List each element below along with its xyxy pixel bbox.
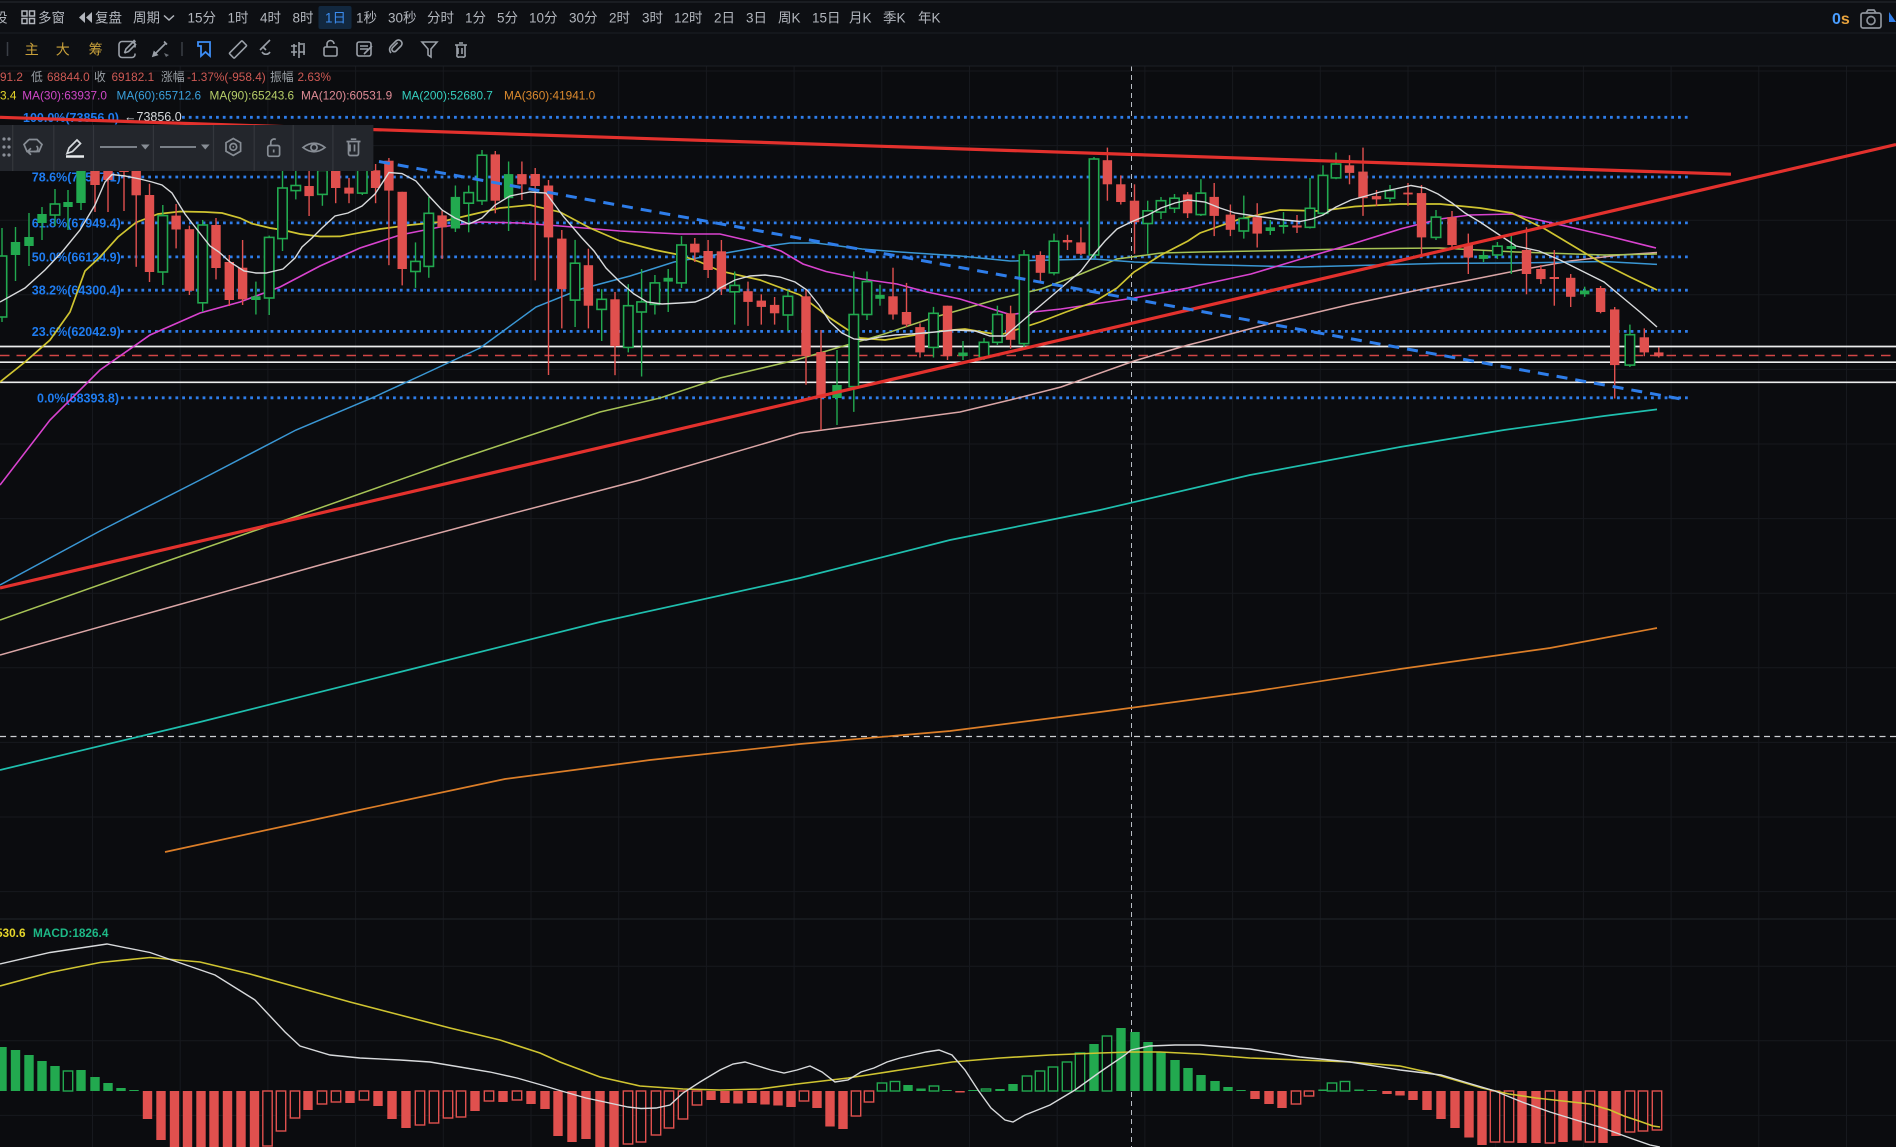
svg-text:1秒: 1秒 <box>356 11 377 26</box>
svg-text:3.4MA(30):63937.0MA(60):65712.: 3.4 MA(30):63937.0 MA(60):65712.6 MA(90):65… <box>0 89 596 103</box>
svg-text:15分: 15分 <box>188 11 217 26</box>
svg-text:季K: 季K <box>883 11 906 26</box>
svg-text:4时: 4时 <box>260 11 281 26</box>
svg-text:23.6%(62042.9): 23.6%(62042.9) <box>32 325 121 339</box>
svg-text:多窗: 多窗 <box>38 10 65 26</box>
svg-text:分时: 分时 <box>427 11 454 26</box>
svg-text:12时: 12时 <box>674 11 703 26</box>
svg-text:大: 大 <box>56 42 70 58</box>
svg-text:15日: 15日 <box>812 11 841 26</box>
svg-text:5分: 5分 <box>497 11 518 26</box>
svg-text:周K: 周K <box>778 11 801 26</box>
svg-text:年K: 年K <box>918 11 941 26</box>
svg-text:MACD:1826.4: MACD:1826.4 <box>33 926 109 940</box>
svg-text:筹: 筹 <box>89 42 103 58</box>
svg-text:3时: 3时 <box>642 11 663 26</box>
svg-text:61.8%(67949.4): 61.8%(67949.4) <box>32 216 121 230</box>
svg-text:2时: 2时 <box>609 11 630 26</box>
svg-text:3日: 3日 <box>746 11 767 26</box>
svg-text:月K: 月K <box>849 11 872 26</box>
svg-text:主: 主 <box>25 42 39 58</box>
svg-text:1分: 1分 <box>465 11 486 26</box>
svg-text:2日: 2日 <box>714 11 735 26</box>
svg-text:50.0%(66124.9): 50.0%(66124.9) <box>32 250 121 264</box>
svg-text:1时: 1时 <box>228 11 249 26</box>
svg-text:38.2%(64300.4): 38.2%(64300.4) <box>32 284 121 298</box>
svg-text:0s: 0s <box>1832 11 1850 28</box>
svg-text:设: 设 <box>0 11 8 26</box>
svg-text:复盘: 复盘 <box>95 10 122 26</box>
svg-text:30秒: 30秒 <box>388 11 417 26</box>
svg-text:30分: 30分 <box>569 11 598 26</box>
svg-text:周期: 周期 <box>133 11 160 26</box>
svg-text:1日: 1日 <box>325 11 346 26</box>
svg-text:530.6: 530.6 <box>0 926 26 940</box>
svg-text:8时: 8时 <box>293 11 314 26</box>
svg-text:10分: 10分 <box>529 11 558 26</box>
svg-text:0.0%(58393.8): 0.0%(58393.8) <box>37 391 119 405</box>
